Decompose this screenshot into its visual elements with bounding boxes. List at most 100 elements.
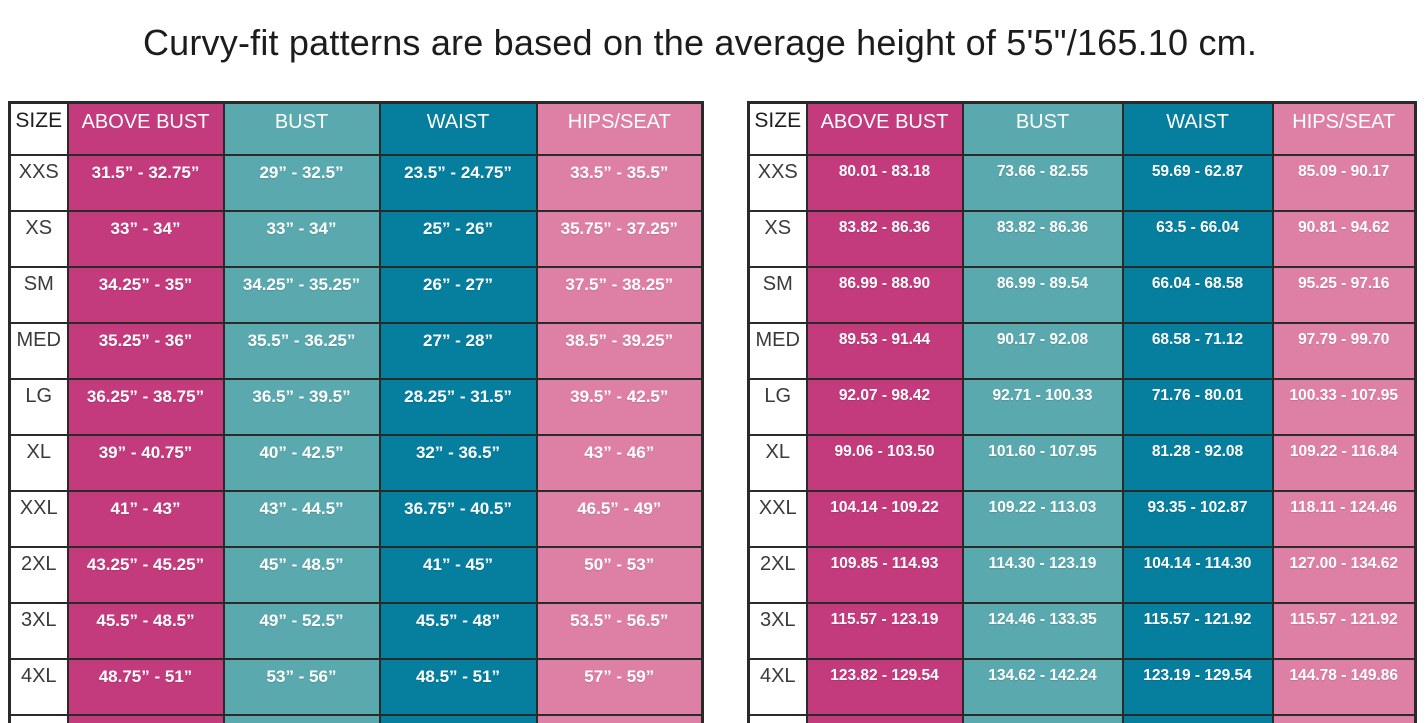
- bust-value: 124.46 - 133.35: [961, 601, 1124, 660]
- page-title: Curvy-fit patterns are based on the aver…: [142, 22, 1258, 63]
- size-label: [8, 713, 69, 723]
- size-label: 2XL: [8, 545, 69, 604]
- hips-seat-value: 35.75” - 37.25”: [535, 209, 704, 268]
- above-bust-value: 45.5” - 48.5”: [66, 601, 225, 660]
- waist-value: 81.28 - 92.08: [1121, 433, 1274, 492]
- above-bust-value: 41” - 43”: [66, 489, 225, 548]
- waist-value: 36.75” - 40.5”: [378, 489, 538, 548]
- column-header-size: SIZE: [747, 101, 808, 156]
- table-row: XL 99.06 - 103.50 101.60 - 107.95 81.28 - 9…: [747, 433, 1417, 492]
- size-label: LG: [8, 377, 69, 436]
- hips-seat-value: 46.5” - 49”: [535, 489, 704, 548]
- hips-seat-value: 97.79 - 99.70: [1271, 321, 1417, 380]
- above-bust-value: 104.14 - 109.22: [805, 489, 964, 548]
- above-bust-value: 39” - 40.75”: [66, 433, 225, 492]
- hips-seat-value: 127.00 - 134.62: [1271, 545, 1417, 604]
- column-header-bust: BUST: [961, 101, 1124, 156]
- hips-seat-value: 43” - 46”: [535, 433, 704, 492]
- table-row: 2XL 43.25” - 45.25” 45” - 48.5” 41” - 45” 50…: [8, 545, 704, 604]
- hips-seat-value: 37.5” - 38.25”: [535, 265, 704, 324]
- bust-value: 43” - 44.5”: [222, 489, 381, 548]
- table-row: MED 35.25” - 36” 35.5” - 36.25” 27” - 28” 38…: [8, 321, 704, 380]
- size-label: MED: [8, 321, 69, 380]
- above-bust-value: 48.75” - 51”: [66, 657, 225, 716]
- waist-value: 23.5” - 24.75”: [378, 153, 538, 212]
- hips-seat-value: 39.5” - 42.5”: [535, 377, 704, 436]
- column-header-hips-seat: HIPS/SEAT: [1271, 101, 1417, 156]
- waist-value: 48.5” - 51”: [378, 657, 538, 716]
- above-bust-value: 115.57 - 123.19: [805, 601, 964, 660]
- bust-value: 33” - 34”: [222, 209, 381, 268]
- bust-value: 101.60 - 107.95: [961, 433, 1124, 492]
- bust-value: 34.25” - 35.25”: [222, 265, 381, 324]
- waist-value: 45.5” - 48”: [378, 601, 538, 660]
- column-header-above-bust: ABOVE BUST: [805, 101, 964, 156]
- bust-value: 53” - 56”: [222, 657, 381, 716]
- header-row: SIZE ABOVE BUST BUST WAIST HIPS/SEAT: [8, 101, 704, 156]
- size-label: [747, 713, 808, 723]
- bust-value: [222, 713, 381, 723]
- hips-seat-value: 50” - 53”: [535, 545, 704, 604]
- bust-value: 73.66 - 82.55: [961, 153, 1124, 212]
- size-label: XS: [8, 209, 69, 268]
- table-row: 3XL 115.57 - 123.19 124.46 - 133.35 115.57 …: [747, 601, 1417, 660]
- bust-value: 114.30 - 123.19: [961, 545, 1124, 604]
- size-label: LG: [747, 377, 808, 436]
- waist-value: 25” - 26”: [378, 209, 538, 268]
- above-bust-value: 109.85 - 114.93: [805, 545, 964, 604]
- size-label: 3XL: [747, 601, 808, 660]
- size-label: 2XL: [747, 545, 808, 604]
- waist-value: 28.25” - 31.5”: [378, 377, 538, 436]
- table-row: 4XL 123.82 - 129.54 134.62 - 142.24 123.19 …: [747, 657, 1417, 716]
- column-header-waist: WAIST: [1121, 101, 1274, 156]
- waist-value: 104.14 - 114.30: [1121, 545, 1274, 604]
- table-row: MED 89.53 - 91.44 90.17 - 92.08 68.58 - 71.…: [747, 321, 1417, 380]
- size-label: XS: [747, 209, 808, 268]
- table-row: [8, 713, 704, 723]
- hips-seat-value: 100.33 - 107.95: [1271, 377, 1417, 436]
- table-row: XXL 104.14 - 109.22 109.22 - 113.03 93.35 -…: [747, 489, 1417, 548]
- column-header-waist: WAIST: [378, 101, 538, 156]
- hips-seat-value: 38.5” - 39.25”: [535, 321, 704, 380]
- table-row: XS 33” - 34” 33” - 34” 25” - 26” 35.75” - 37…: [8, 209, 704, 268]
- table-row: XXS 31.5” - 32.75” 29” - 32.5” 23.5” - 24.7…: [8, 153, 704, 212]
- hips-seat-value: 118.11 - 124.46: [1271, 489, 1417, 548]
- above-bust-value: 35.25” - 36”: [66, 321, 225, 380]
- above-bust-value: 123.82 - 129.54: [805, 657, 964, 716]
- above-bust-value: 31.5” - 32.75”: [66, 153, 225, 212]
- bust-value: 86.99 - 89.54: [961, 265, 1124, 324]
- hips-seat-value: 115.57 - 121.92: [1271, 601, 1417, 660]
- size-chart-table-inches: SIZE ABOVE BUST BUST WAIST HIPS/SEAT XXS 31.5”…: [8, 101, 704, 723]
- hips-seat-value: 109.22 - 116.84: [1271, 433, 1417, 492]
- waist-value: 63.5 - 66.04: [1121, 209, 1274, 268]
- column-header-hips-seat: HIPS/SEAT: [535, 101, 704, 156]
- size-label: XL: [8, 433, 69, 492]
- table-row: 4XL 48.75” - 51” 53” - 56” 48.5” - 51” 57” -…: [8, 657, 704, 716]
- above-bust-value: 36.25” - 38.75”: [66, 377, 225, 436]
- waist-value: 115.57 - 121.92: [1121, 601, 1274, 660]
- table-row: 3XL 45.5” - 48.5” 49” - 52.5” 45.5” - 48” 53…: [8, 601, 704, 660]
- above-bust-value: [805, 713, 964, 723]
- table-row: [747, 713, 1417, 723]
- above-bust-value: 89.53 - 91.44: [805, 321, 964, 380]
- above-bust-value: [66, 713, 225, 723]
- bust-value: 35.5” - 36.25”: [222, 321, 381, 380]
- hips-seat-value: [535, 713, 704, 723]
- hips-seat-value: 33.5” - 35.5”: [535, 153, 704, 212]
- column-header-bust: BUST: [222, 101, 381, 156]
- waist-value: 66.04 - 68.58: [1121, 265, 1274, 324]
- hips-seat-value: 53.5” - 56.5”: [535, 601, 704, 660]
- bust-value: 29” - 32.5”: [222, 153, 381, 212]
- above-bust-value: 33” - 34”: [66, 209, 225, 268]
- waist-value: 27” - 28”: [378, 321, 538, 380]
- size-label: XXS: [8, 153, 69, 212]
- table-row: SM 86.99 - 88.90 86.99 - 89.54 66.04 - 68.5…: [747, 265, 1417, 324]
- size-label: 4XL: [747, 657, 808, 716]
- column-header-above-bust: ABOVE BUST: [66, 101, 225, 156]
- above-bust-value: 99.06 - 103.50: [805, 433, 964, 492]
- waist-value: 32” - 36.5”: [378, 433, 538, 492]
- bust-value: 49” - 52.5”: [222, 601, 381, 660]
- bust-value: 45” - 48.5”: [222, 545, 381, 604]
- bust-value: 109.22 - 113.03: [961, 489, 1124, 548]
